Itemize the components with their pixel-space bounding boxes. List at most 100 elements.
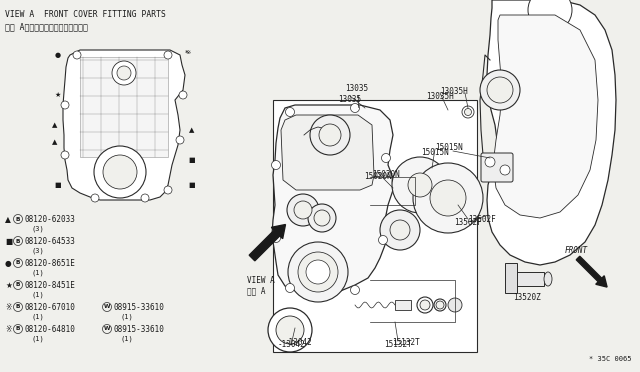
Text: ●: ● xyxy=(5,259,12,268)
Circle shape xyxy=(378,235,387,244)
Text: 15132T: 15132T xyxy=(384,340,412,349)
Text: 08120-8451E: 08120-8451E xyxy=(24,281,75,290)
Circle shape xyxy=(487,77,513,103)
Text: ※: ※ xyxy=(5,303,12,312)
Text: 矢視 A: 矢視 A xyxy=(247,286,266,295)
Circle shape xyxy=(408,173,432,197)
Text: ▲: ▲ xyxy=(52,139,58,145)
Circle shape xyxy=(285,108,294,116)
Circle shape xyxy=(434,299,446,311)
Circle shape xyxy=(287,194,319,226)
Text: (1): (1) xyxy=(120,313,132,320)
Circle shape xyxy=(308,204,336,232)
Bar xyxy=(273,100,477,352)
Bar xyxy=(512,272,544,286)
Text: 15015N: 15015N xyxy=(421,148,449,157)
Circle shape xyxy=(306,260,330,284)
Circle shape xyxy=(430,180,466,216)
Circle shape xyxy=(294,201,312,219)
Text: 13502F: 13502F xyxy=(468,215,496,224)
Text: B: B xyxy=(16,327,20,331)
Text: 08120-67010: 08120-67010 xyxy=(24,303,75,312)
Text: ■: ■ xyxy=(189,157,195,163)
Polygon shape xyxy=(493,15,598,218)
Text: ▲: ▲ xyxy=(52,122,58,128)
Text: ★: ★ xyxy=(5,281,12,290)
Text: (3): (3) xyxy=(31,225,44,231)
Text: -13042: -13042 xyxy=(285,338,313,347)
Circle shape xyxy=(288,242,348,302)
Text: 08120-62033: 08120-62033 xyxy=(24,215,75,224)
Circle shape xyxy=(298,252,338,292)
Text: B: B xyxy=(16,238,20,244)
Circle shape xyxy=(61,151,69,159)
Text: VIEW A  FRONT COVER FITTING PARTS: VIEW A FRONT COVER FITTING PARTS xyxy=(5,10,166,19)
Text: FRONT: FRONT xyxy=(565,246,588,254)
Text: ※: ※ xyxy=(5,325,12,334)
Circle shape xyxy=(480,70,520,110)
Text: 15015N: 15015N xyxy=(435,143,463,152)
Text: B: B xyxy=(16,305,20,310)
Text: 13035H: 13035H xyxy=(426,92,454,101)
Circle shape xyxy=(413,163,483,233)
Text: (1): (1) xyxy=(31,335,44,341)
Polygon shape xyxy=(281,115,374,190)
Circle shape xyxy=(271,160,280,170)
Circle shape xyxy=(179,91,187,99)
Text: * 35C 0065: * 35C 0065 xyxy=(589,356,632,362)
Circle shape xyxy=(285,283,294,292)
Text: B: B xyxy=(16,260,20,266)
Circle shape xyxy=(314,210,330,226)
Text: (3): (3) xyxy=(31,247,44,253)
Circle shape xyxy=(73,51,81,59)
Text: ★: ★ xyxy=(55,92,61,98)
Text: ■: ■ xyxy=(5,237,12,246)
Polygon shape xyxy=(487,0,616,265)
Circle shape xyxy=(417,297,433,313)
Circle shape xyxy=(117,66,131,80)
Text: ※: ※ xyxy=(186,49,191,55)
Text: ■: ■ xyxy=(189,182,195,188)
Text: 08915-33610: 08915-33610 xyxy=(113,303,164,312)
Circle shape xyxy=(351,285,360,295)
FancyArrow shape xyxy=(249,225,285,261)
Bar xyxy=(395,300,411,310)
Text: ▲: ▲ xyxy=(189,127,195,133)
Text: (1): (1) xyxy=(31,291,44,298)
Circle shape xyxy=(528,0,572,32)
Text: -13042: -13042 xyxy=(278,340,306,349)
FancyBboxPatch shape xyxy=(481,153,513,182)
Text: 08915-33610: 08915-33610 xyxy=(113,325,164,334)
Text: W: W xyxy=(104,327,110,331)
Circle shape xyxy=(485,157,495,167)
Text: 13035: 13035 xyxy=(345,84,368,93)
Text: B: B xyxy=(16,282,20,288)
Text: VIEW A: VIEW A xyxy=(247,276,275,285)
Circle shape xyxy=(465,109,472,115)
Circle shape xyxy=(420,300,430,310)
Circle shape xyxy=(271,234,280,243)
Circle shape xyxy=(462,106,474,118)
Circle shape xyxy=(164,186,172,194)
Circle shape xyxy=(351,103,360,112)
Text: 15020N: 15020N xyxy=(372,170,400,179)
Text: 15132T: 15132T xyxy=(392,338,420,347)
Circle shape xyxy=(390,220,410,240)
Circle shape xyxy=(268,308,312,352)
Text: 13035: 13035 xyxy=(339,95,362,104)
Text: 08120-64533: 08120-64533 xyxy=(24,237,75,246)
Text: 13035H: 13035H xyxy=(440,87,468,96)
Circle shape xyxy=(392,157,448,213)
Ellipse shape xyxy=(544,272,552,286)
Circle shape xyxy=(164,51,172,59)
Circle shape xyxy=(176,136,184,144)
Circle shape xyxy=(276,316,304,344)
Circle shape xyxy=(381,154,390,163)
Text: (1): (1) xyxy=(120,335,132,341)
Circle shape xyxy=(319,124,341,146)
Text: ■: ■ xyxy=(54,182,61,188)
Circle shape xyxy=(448,298,462,312)
Text: W: W xyxy=(104,305,110,310)
Text: ▲: ▲ xyxy=(5,215,11,224)
FancyBboxPatch shape xyxy=(80,57,168,157)
